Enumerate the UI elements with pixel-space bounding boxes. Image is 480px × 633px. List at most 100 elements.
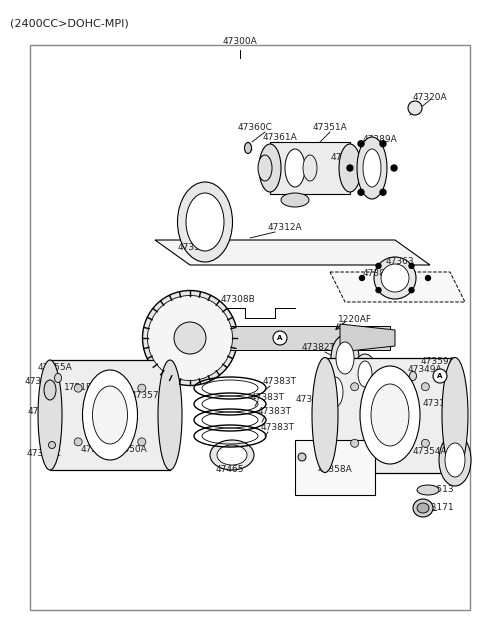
Circle shape xyxy=(347,165,353,171)
Ellipse shape xyxy=(174,322,206,354)
Circle shape xyxy=(421,439,429,448)
Ellipse shape xyxy=(303,155,317,181)
Circle shape xyxy=(433,369,447,383)
Polygon shape xyxy=(155,240,430,265)
Text: 47350A: 47350A xyxy=(113,446,147,454)
Text: 47382T: 47382T xyxy=(301,344,335,353)
Circle shape xyxy=(358,141,364,147)
Ellipse shape xyxy=(186,193,224,251)
Ellipse shape xyxy=(93,386,128,444)
Circle shape xyxy=(425,275,431,280)
Bar xyxy=(270,142,350,194)
Ellipse shape xyxy=(409,372,417,380)
Text: 47318A: 47318A xyxy=(24,377,60,387)
Ellipse shape xyxy=(417,503,429,513)
Ellipse shape xyxy=(358,361,372,387)
Text: 47358A: 47358A xyxy=(318,465,352,475)
Text: 47320A: 47320A xyxy=(413,94,447,103)
Ellipse shape xyxy=(381,264,409,292)
Bar xyxy=(30,45,470,610)
Text: (2400CC>DOHC-MPI): (2400CC>DOHC-MPI) xyxy=(10,18,129,28)
Circle shape xyxy=(351,383,359,391)
Ellipse shape xyxy=(439,434,471,486)
Polygon shape xyxy=(330,272,465,302)
Ellipse shape xyxy=(143,291,238,385)
Circle shape xyxy=(138,438,146,446)
Text: 47359A: 47359A xyxy=(420,358,456,367)
Ellipse shape xyxy=(322,370,348,414)
Ellipse shape xyxy=(374,257,416,299)
Text: 47383T: 47383T xyxy=(258,408,292,417)
Text: 47352A: 47352A xyxy=(28,408,62,417)
Text: 21513: 21513 xyxy=(426,486,454,494)
Ellipse shape xyxy=(178,182,232,262)
Ellipse shape xyxy=(258,155,272,181)
Ellipse shape xyxy=(336,342,354,374)
Bar xyxy=(50,360,170,470)
Text: 47308B: 47308B xyxy=(221,296,255,304)
Ellipse shape xyxy=(83,370,137,460)
Text: 1751DD: 1751DD xyxy=(64,384,100,392)
Text: 47383T: 47383T xyxy=(263,377,297,387)
Circle shape xyxy=(376,287,381,292)
Ellipse shape xyxy=(312,358,338,472)
Circle shape xyxy=(409,287,414,292)
Text: 47349A: 47349A xyxy=(408,365,442,375)
Text: 47312A: 47312A xyxy=(268,223,302,232)
Circle shape xyxy=(74,438,82,446)
Ellipse shape xyxy=(442,358,468,472)
Text: 47313A: 47313A xyxy=(422,399,457,408)
Text: 47351A: 47351A xyxy=(312,123,348,132)
Circle shape xyxy=(380,189,386,195)
Ellipse shape xyxy=(217,445,247,465)
Text: 47354A: 47354A xyxy=(413,448,447,456)
Text: A: A xyxy=(277,335,283,341)
Ellipse shape xyxy=(327,377,343,407)
Circle shape xyxy=(391,165,397,171)
Text: 47389A: 47389A xyxy=(362,135,397,144)
Text: 47366: 47366 xyxy=(296,396,324,404)
Ellipse shape xyxy=(281,193,309,207)
Text: 47353A: 47353A xyxy=(178,244,212,253)
Text: 47386T: 47386T xyxy=(363,270,397,279)
Circle shape xyxy=(376,263,381,268)
Text: 47362: 47362 xyxy=(331,153,359,163)
Ellipse shape xyxy=(285,149,305,187)
Ellipse shape xyxy=(244,142,252,153)
Text: 47452: 47452 xyxy=(338,415,366,425)
Ellipse shape xyxy=(363,149,381,187)
Ellipse shape xyxy=(357,137,387,199)
Ellipse shape xyxy=(298,453,306,461)
Circle shape xyxy=(421,383,429,391)
Ellipse shape xyxy=(158,360,182,470)
Bar xyxy=(295,440,375,495)
Circle shape xyxy=(360,275,364,280)
Circle shape xyxy=(273,331,287,345)
Text: 47383T: 47383T xyxy=(251,392,285,401)
Circle shape xyxy=(351,439,359,448)
Circle shape xyxy=(380,141,386,147)
Text: A: A xyxy=(437,373,443,379)
Text: 43171: 43171 xyxy=(426,503,454,513)
Text: 47355A: 47355A xyxy=(37,363,72,372)
Text: 47300A: 47300A xyxy=(223,37,257,46)
Text: 47361A: 47361A xyxy=(263,134,298,142)
Circle shape xyxy=(409,263,414,268)
Text: 47357A: 47357A xyxy=(131,391,166,401)
Ellipse shape xyxy=(417,485,439,495)
Text: 47395: 47395 xyxy=(364,363,392,372)
Ellipse shape xyxy=(353,354,377,394)
Ellipse shape xyxy=(259,144,281,192)
Circle shape xyxy=(74,384,82,392)
Bar xyxy=(190,326,390,350)
Polygon shape xyxy=(340,324,395,352)
Ellipse shape xyxy=(445,443,465,477)
Ellipse shape xyxy=(360,366,420,464)
Text: 47465: 47465 xyxy=(216,465,244,475)
Ellipse shape xyxy=(55,373,61,382)
Ellipse shape xyxy=(348,385,372,425)
Bar xyxy=(325,358,455,473)
Ellipse shape xyxy=(408,101,422,115)
Text: 47314A: 47314A xyxy=(81,446,115,454)
Ellipse shape xyxy=(413,499,433,517)
